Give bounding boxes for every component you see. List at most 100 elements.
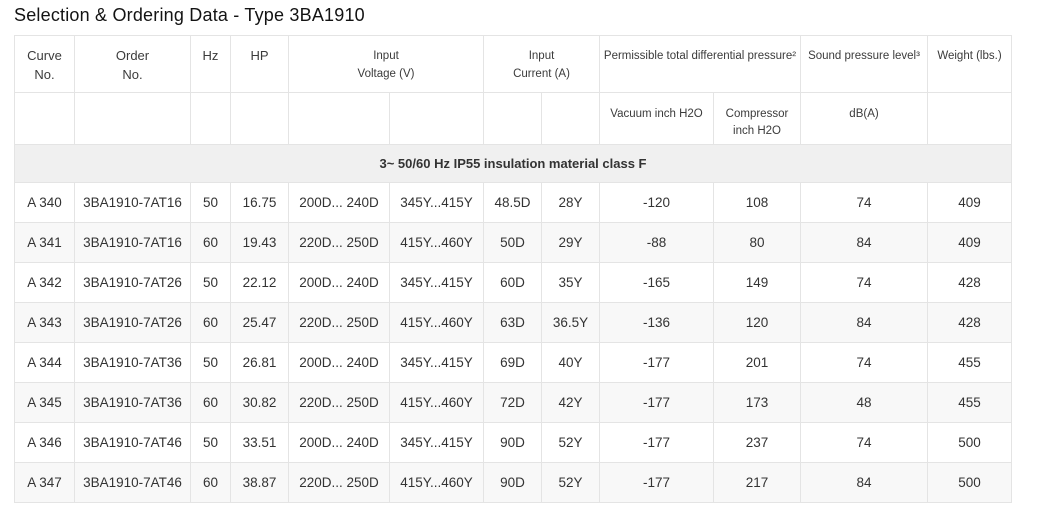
cell-vacuum-pressure: -136 xyxy=(599,302,714,343)
cell-curve-no: A 343 xyxy=(14,302,75,343)
page-title: Selection & Ordering Data - Type 3BA1910 xyxy=(14,5,365,25)
col-header-order-no: Order No. xyxy=(74,35,191,93)
cell-current-delta: 72D xyxy=(483,382,542,423)
section-header-row: 3~ 50/60 Hz IP55 insulation material cla… xyxy=(14,144,1012,183)
col-header-hp: HP xyxy=(230,35,289,93)
cell-voltage-wye: 345Y...415Y xyxy=(389,422,484,463)
cell-sound-level: 74 xyxy=(800,422,928,463)
cell-current-wye: 28Y xyxy=(541,182,600,223)
cell-hp: 19.43 xyxy=(230,222,289,263)
cell-order-no: 3BA1910-7AT46 xyxy=(74,422,191,463)
cell-hp: 38.87 xyxy=(230,462,289,503)
col-header-differential-pressure: Permissible total differential pressure² xyxy=(599,35,801,93)
cell-weight: 455 xyxy=(927,342,1012,383)
cell-compressor-pressure: 120 xyxy=(713,302,801,343)
cell-hp: 33.51 xyxy=(230,422,289,463)
cell-hz: 50 xyxy=(190,342,231,383)
col-header-input-current: Input Current (A) xyxy=(483,35,600,93)
cell-vacuum-pressure: -88 xyxy=(599,222,714,263)
cell-weight: 500 xyxy=(927,462,1012,503)
cell-order-no: 3BA1910-7AT16 xyxy=(74,222,191,263)
col-header-curve-no: Curve No. xyxy=(14,35,75,93)
cell-voltage-wye: 345Y...415Y xyxy=(389,262,484,303)
cell-current-delta: 60D xyxy=(483,262,542,303)
cell-curve-no: A 344 xyxy=(14,342,75,383)
cell-sound-level: 74 xyxy=(800,262,928,303)
header-empty-cell xyxy=(483,92,542,145)
cell-voltage-delta: 200D... 240D xyxy=(288,422,390,463)
col-subheader-compressor: Compressor inch H2O xyxy=(713,92,801,145)
section-header: 3~ 50/60 Hz IP55 insulation material cla… xyxy=(14,144,1012,183)
cell-current-wye: 52Y xyxy=(541,422,600,463)
cell-weight: 428 xyxy=(927,302,1012,343)
cell-hp: 25.47 xyxy=(230,302,289,343)
header-empty-cell xyxy=(74,92,191,145)
cell-weight: 428 xyxy=(927,262,1012,303)
page: Selection & Ordering Data - Type 3BA1910… xyxy=(14,5,1012,503)
table-row: A 345 3BA1910-7AT36 60 30.82 220D... 250… xyxy=(14,382,1012,423)
col-header-hz: Hz xyxy=(190,35,231,93)
table-row: A 341 3BA1910-7AT16 60 19.43 220D... 250… xyxy=(14,222,1012,263)
cell-current-delta: 90D xyxy=(483,422,542,463)
cell-vacuum-pressure: -120 xyxy=(599,182,714,223)
cell-current-delta: 48.5D xyxy=(483,182,542,223)
cell-weight: 409 xyxy=(927,222,1012,263)
cell-curve-no: A 345 xyxy=(14,382,75,423)
cell-current-delta: 69D xyxy=(483,342,542,383)
cell-sound-level: 74 xyxy=(800,182,928,223)
cell-voltage-delta: 220D... 250D xyxy=(288,222,390,263)
cell-current-wye: 42Y xyxy=(541,382,600,423)
cell-vacuum-pressure: -165 xyxy=(599,262,714,303)
header-row-2: Vacuum inch H2O Compressor inch H2O dB(A… xyxy=(14,92,1012,145)
cell-voltage-delta: 200D... 240D xyxy=(288,342,390,383)
cell-vacuum-pressure: -177 xyxy=(599,422,714,463)
table-row: A 347 3BA1910-7AT46 60 38.87 220D... 250… xyxy=(14,462,1012,503)
table-header: Curve No. Order No. Hz HP Input Voltage … xyxy=(14,35,1012,145)
table-row: A 346 3BA1910-7AT46 50 33.51 200D... 240… xyxy=(14,422,1012,463)
cell-curve-no: A 347 xyxy=(14,462,75,503)
cell-hp: 22.12 xyxy=(230,262,289,303)
cell-compressor-pressure: 108 xyxy=(713,182,801,223)
cell-compressor-pressure: 237 xyxy=(713,422,801,463)
cell-order-no: 3BA1910-7AT26 xyxy=(74,302,191,343)
cell-voltage-delta: 220D... 250D xyxy=(288,302,390,343)
cell-order-no: 3BA1910-7AT46 xyxy=(74,462,191,503)
cell-current-delta: 63D xyxy=(483,302,542,343)
cell-hz: 50 xyxy=(190,262,231,303)
cell-order-no: 3BA1910-7AT26 xyxy=(74,262,191,303)
cell-current-delta: 50D xyxy=(483,222,542,263)
cell-voltage-delta: 200D... 240D xyxy=(288,182,390,223)
cell-order-no: 3BA1910-7AT36 xyxy=(74,382,191,423)
cell-curve-no: A 341 xyxy=(14,222,75,263)
cell-vacuum-pressure: -177 xyxy=(599,342,714,383)
cell-compressor-pressure: 149 xyxy=(713,262,801,303)
header-empty-cell xyxy=(389,92,484,145)
col-header-weight: Weight (lbs.) xyxy=(927,35,1012,93)
cell-weight: 455 xyxy=(927,382,1012,423)
cell-curve-no: A 342 xyxy=(14,262,75,303)
table-row: A 344 3BA1910-7AT36 50 26.81 200D... 240… xyxy=(14,342,1012,383)
header-empty-cell xyxy=(14,92,75,145)
cell-sound-level: 84 xyxy=(800,462,928,503)
cell-voltage-wye: 415Y...460Y xyxy=(389,462,484,503)
cell-curve-no: A 340 xyxy=(14,182,75,223)
cell-voltage-wye: 345Y...415Y xyxy=(389,182,484,223)
table-row: A 343 3BA1910-7AT26 60 25.47 220D... 250… xyxy=(14,302,1012,343)
cell-hp: 16.75 xyxy=(230,182,289,223)
header-empty-cell xyxy=(927,92,1012,145)
header-empty-cell xyxy=(541,92,600,145)
selection-ordering-table: Curve No. Order No. Hz HP Input Voltage … xyxy=(14,35,1012,503)
cell-current-wye: 29Y xyxy=(541,222,600,263)
table-row: A 340 3BA1910-7AT16 50 16.75 200D... 240… xyxy=(14,182,1012,223)
cell-current-wye: 35Y xyxy=(541,262,600,303)
cell-voltage-delta: 220D... 250D xyxy=(288,462,390,503)
cell-weight: 500 xyxy=(927,422,1012,463)
cell-weight: 409 xyxy=(927,182,1012,223)
header-empty-cell xyxy=(230,92,289,145)
header-row-1: Curve No. Order No. Hz HP Input Voltage … xyxy=(14,35,1012,93)
table-row: A 342 3BA1910-7AT26 50 22.12 200D... 240… xyxy=(14,262,1012,303)
cell-voltage-wye: 345Y...415Y xyxy=(389,342,484,383)
cell-hp: 30.82 xyxy=(230,382,289,423)
cell-sound-level: 74 xyxy=(800,342,928,383)
cell-hz: 50 xyxy=(190,182,231,223)
